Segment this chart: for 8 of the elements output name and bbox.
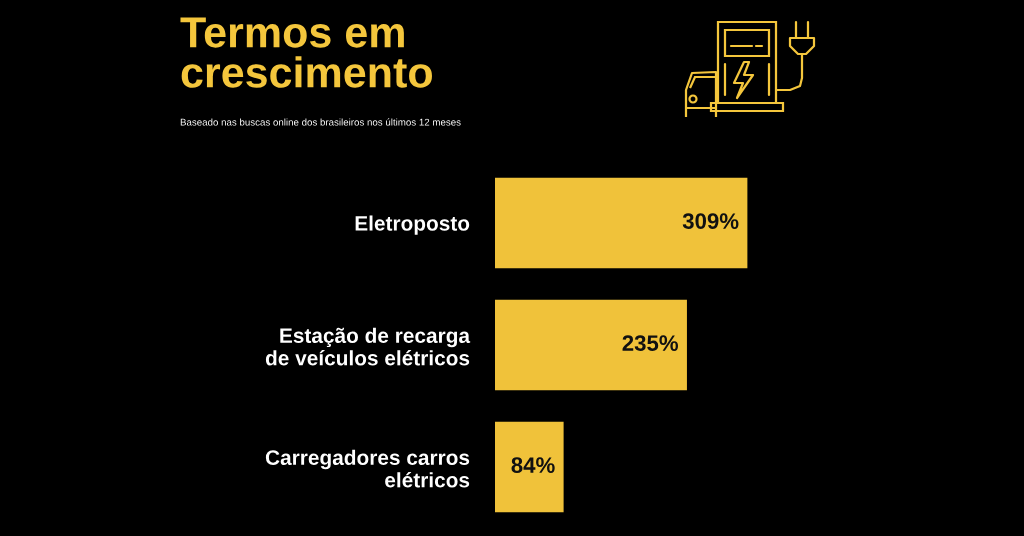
- data-label: 84%: [511, 457, 555, 473]
- chart-title: Termos em crescimento: [180, 17, 432, 88]
- data-label: 235%: [622, 335, 679, 351]
- y-tick-label: Estação de recarga de veículos elétricos: [265, 327, 471, 366]
- data-label: 309%: [682, 213, 739, 229]
- text: Baseado nas buscas online dos brasileiros nos últimos 12 meses: [180, 118, 461, 126]
- y-tick-label: Eletroposto: [355, 215, 470, 235]
- y-tick-label: Carregadores carros elétricos: [265, 449, 470, 488]
